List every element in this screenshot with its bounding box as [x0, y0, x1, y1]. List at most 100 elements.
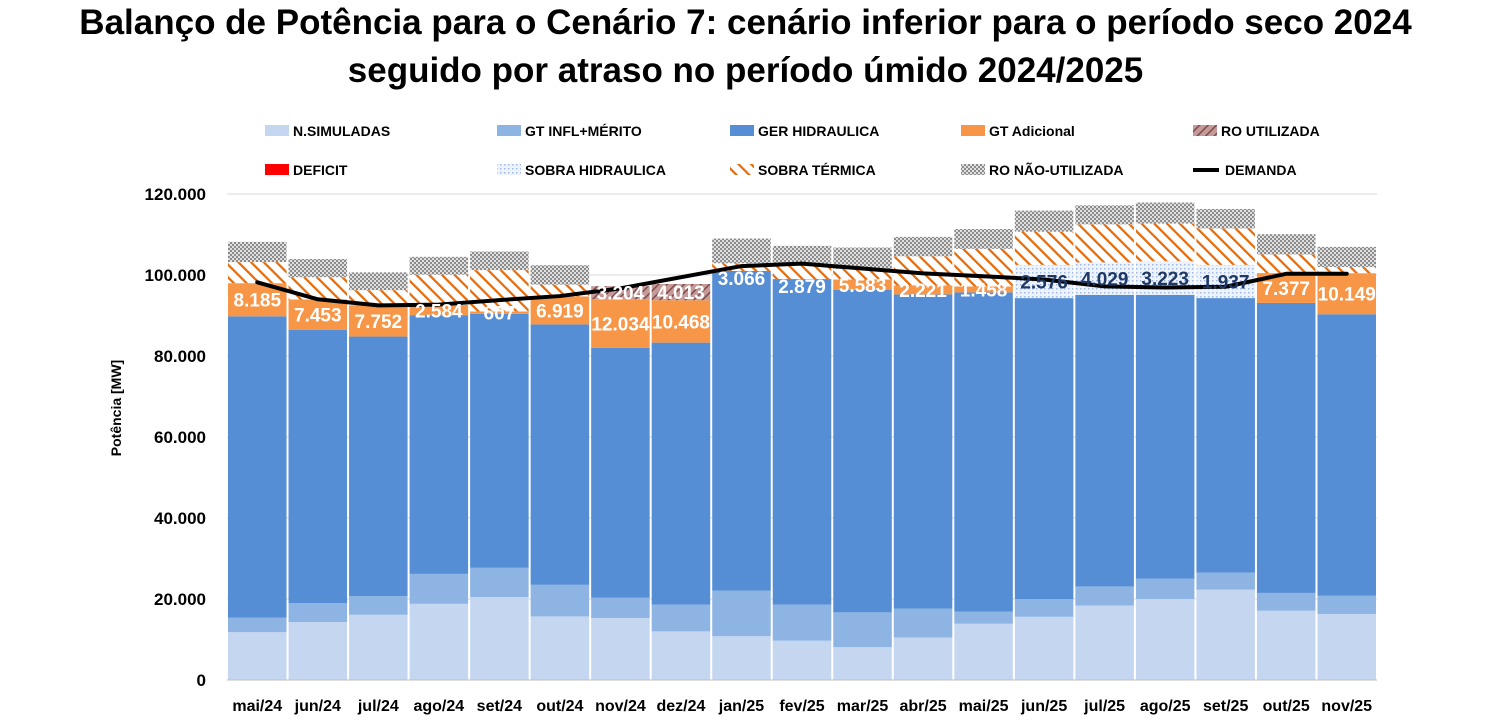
bar-ronu [349, 272, 408, 291]
bar-ger [1075, 294, 1134, 587]
bar-ger [1317, 314, 1376, 596]
bar-nsim [228, 632, 287, 680]
demanda-line-group [255, 261, 1349, 308]
data-label-sobh: 2.576 [1020, 272, 1068, 293]
bar-sobt [288, 277, 348, 300]
x-tick-label: fev/25 [779, 698, 824, 715]
bar-ronu [1317, 246, 1376, 268]
legend-swatch-sobt [730, 164, 754, 175]
data-label-gtad: 3.066 [718, 269, 766, 290]
bar-gtad [954, 286, 1013, 293]
data-label-gtad: 10.149 [1318, 285, 1376, 306]
x-tick-label: ago/24 [413, 698, 464, 715]
bar-gtad [349, 305, 408, 337]
bar-sobt [409, 274, 469, 306]
chart-title-line1: Balanço de Potência para o Cenário 7: ce… [79, 3, 1412, 42]
x-tick-label: set/24 [477, 698, 522, 715]
bar-gtad [893, 285, 953, 295]
bar-sobt [1317, 267, 1376, 274]
demanda-line [255, 261, 1349, 308]
bar-nsim [591, 618, 650, 680]
bar-ger [651, 342, 711, 605]
bar-sobt [833, 268, 892, 280]
bar-gtinfl [1317, 595, 1376, 614]
bar-nsim [651, 631, 711, 680]
bar-nsim [893, 637, 953, 680]
legend-swatch-ronu [961, 164, 985, 175]
x-tick-label: jun/25 [1020, 698, 1067, 715]
bar-gtad [288, 299, 348, 330]
legend-swatch-gtad [961, 125, 985, 136]
bar-gtinfl [228, 617, 287, 633]
legend-label-ger: GER HIDRAULICA [758, 123, 879, 139]
bar-ger [833, 289, 892, 613]
legend-label-rou: RO UTILIZADA [1221, 123, 1320, 139]
legend-label-demanda: DEMANDA [1225, 162, 1297, 178]
bar-gtad [833, 279, 892, 290]
legend-label-def: DEFICIT [293, 162, 348, 178]
data-label-gtad: 12.034 [591, 315, 650, 336]
x-tick-label: set/25 [1203, 698, 1248, 715]
data-label-sobh: 4.029 [1081, 270, 1129, 291]
bar-gtinfl [530, 584, 590, 617]
x-tick-label: mar/25 [837, 698, 889, 715]
y-axis: 0 20.000 40.000 60.000 80.000 100.000 120.000 [145, 185, 206, 690]
chart-title-line2: seguido por atraso no período úmido 2024… [347, 51, 1144, 90]
x-tick-label: dez/24 [656, 698, 705, 715]
bar-nsim [833, 647, 892, 680]
bar-sobt [1196, 228, 1255, 265]
bar-sobt [1135, 223, 1195, 262]
bar-nsim [288, 622, 348, 680]
y-axis-label: Potência [MW] [108, 360, 124, 456]
bar-sobt [349, 290, 408, 306]
data-label-gtad: 8.185 [233, 291, 281, 312]
bar-gtad [591, 299, 650, 348]
x-tick-label: out/25 [1263, 698, 1310, 715]
bar-gtinfl [349, 596, 408, 615]
legend: N.SIMULADAS GT INFL+MÉRITO GER HIDRAULICA G… [265, 123, 1320, 178]
bar-ronu [1256, 234, 1316, 255]
bar-gtinfl [954, 611, 1013, 624]
bar-gtinfl [772, 604, 832, 641]
bar-gtinfl [833, 612, 892, 648]
data-label-rou: 4.013 [657, 283, 705, 304]
bar-nsim [1135, 599, 1195, 680]
bar-nsim [1317, 613, 1376, 680]
bar-gtad [1317, 273, 1376, 315]
data-label-gtad: 10.468 [652, 312, 710, 333]
bar-nsim [1196, 589, 1255, 680]
bar-ronu [1014, 210, 1074, 232]
legend-swatch-rou [1193, 125, 1217, 136]
bar-gtinfl [288, 603, 348, 623]
legend-swatch-gtinfl [497, 125, 521, 136]
bars [228, 202, 1376, 680]
bar-gtinfl [1014, 599, 1074, 617]
bar-ronu [893, 236, 953, 257]
bar-gtinfl [470, 567, 529, 597]
x-tick-label: ago/25 [1140, 698, 1191, 715]
bar-gtinfl [1196, 572, 1255, 590]
bar-gtinfl [409, 573, 469, 604]
bar-gtinfl [893, 608, 953, 638]
bar-gtad [530, 296, 590, 325]
bar-nsim [954, 623, 1013, 680]
x-tick-label: nov/24 [595, 698, 646, 715]
data-label-gtad: 7.453 [294, 306, 342, 327]
data-label-rou: 3.204 [597, 284, 645, 305]
bar-nsim [409, 603, 469, 680]
bar-ronu [772, 245, 832, 264]
data-label-gtad: 2.584 [415, 301, 463, 322]
bar-ger [712, 270, 771, 591]
bar-ronu [712, 238, 771, 264]
x-tick-label: out/24 [536, 698, 583, 715]
x-tick-label: jun/24 [294, 698, 341, 715]
y-tick-label: 20.000 [154, 590, 206, 609]
bar-ronu [1135, 202, 1195, 224]
legend-swatch-ger [730, 125, 754, 136]
bar-ger [1014, 298, 1074, 599]
bar-nsim [470, 596, 529, 680]
bar-ronu [530, 265, 590, 285]
bar-ger [288, 329, 348, 604]
bar-nsim [530, 616, 590, 680]
y-tick-label: 80.000 [154, 347, 206, 366]
